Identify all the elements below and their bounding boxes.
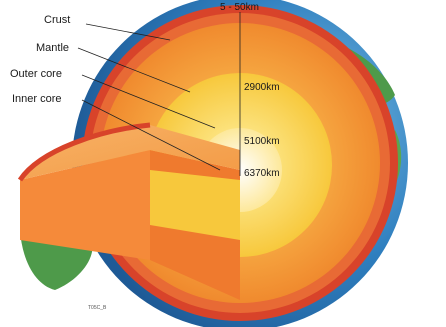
- depth-inner-core: 6370km: [244, 168, 280, 179]
- leader-inner-core: [81, 99, 221, 171]
- leader-lines: [77, 23, 221, 171]
- depth-crust: 5 - 50km: [220, 2, 259, 13]
- leader-mantle: [77, 47, 191, 93]
- label-outer-core: Outer core: [10, 68, 62, 80]
- wedge-top: [20, 125, 240, 180]
- depth-outer-core: 5100km: [244, 136, 280, 147]
- leader-outer-core: [81, 74, 216, 129]
- depth-mantle: 2900km: [244, 82, 280, 93]
- cutaway-wedge: [17, 122, 240, 300]
- wedge-crust-rim: [17, 122, 151, 182]
- wedge-front-core: [150, 170, 240, 240]
- label-crust: Crust: [44, 14, 71, 26]
- wedge-side: [20, 150, 150, 260]
- label-mantle: Mantle: [36, 42, 70, 54]
- leader-crust: [85, 23, 171, 41]
- label-inner-core: Inner core: [12, 93, 62, 105]
- image-credit: T05C_B: [88, 305, 107, 311]
